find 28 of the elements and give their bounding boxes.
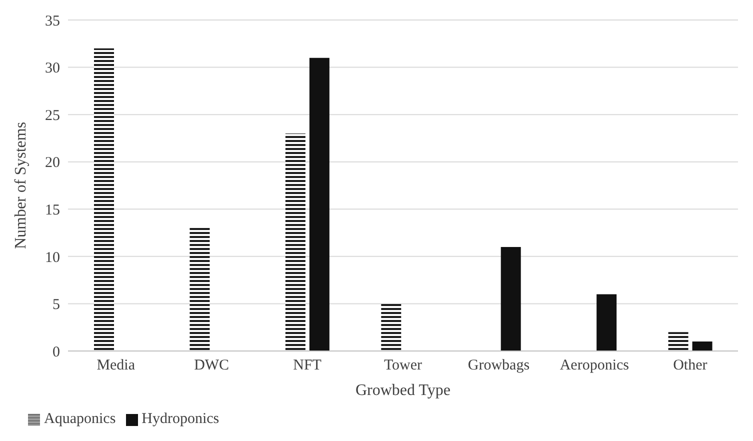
x-tick-label: DWC: [194, 358, 230, 374]
x-axis-title: Growbed Type: [355, 382, 451, 399]
bar: [500, 246, 521, 351]
x-tick-label: NFT: [293, 358, 322, 374]
x-tick-label: Tower: [384, 358, 422, 374]
x-tick-label: Aeroponics: [560, 358, 630, 374]
legend-label: Hydroponics: [142, 411, 220, 427]
bar: [285, 133, 306, 351]
bar: [190, 228, 210, 351]
x-tick-label: Media: [96, 358, 136, 374]
y-tick-label: 0: [52, 344, 60, 360]
bar: [668, 332, 688, 351]
x-tick-label: Growbags: [468, 358, 530, 374]
y-tick-label: 30: [45, 60, 60, 77]
y-tick-label: 35: [45, 13, 60, 30]
bar: [94, 48, 114, 351]
bar: [381, 304, 402, 351]
y-tick-label: 15: [45, 202, 60, 218]
y-tick-label: 10: [45, 250, 60, 266]
y-tick-label: 25: [45, 108, 60, 124]
bar: [692, 342, 712, 351]
y-tick-label: 20: [45, 155, 60, 172]
bar: [309, 58, 330, 351]
y-axis-title: Number of Systems: [12, 122, 30, 250]
bar: [596, 294, 617, 351]
y-tick-label: 5: [52, 297, 60, 314]
x-tick-label: Other: [673, 358, 708, 374]
legend-label: Aquaponics: [44, 411, 116, 427]
